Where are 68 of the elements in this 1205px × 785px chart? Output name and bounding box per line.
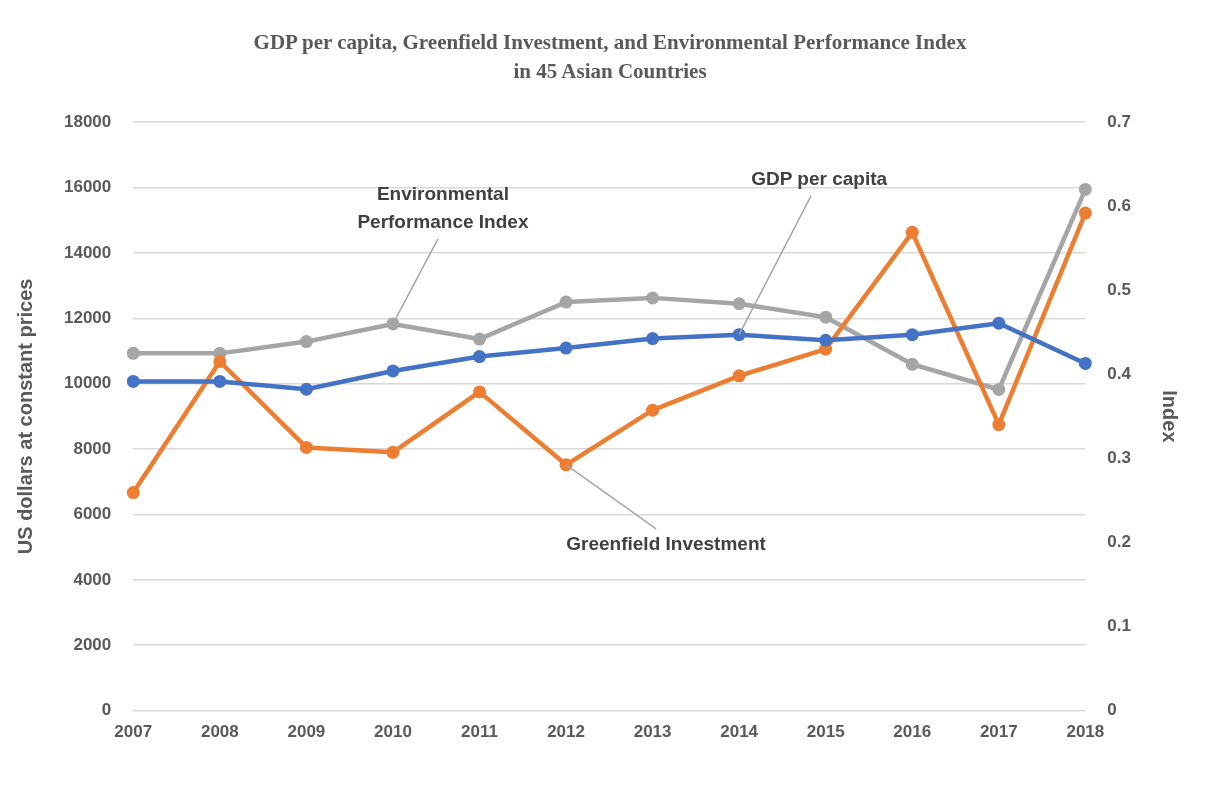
point [646, 291, 660, 305]
x-tick-label: 2016 [893, 722, 932, 742]
point [472, 385, 486, 399]
x-tick-label: 2018 [1066, 722, 1105, 742]
point [732, 369, 746, 383]
text: Greenfield Investment [566, 533, 767, 555]
y2-tick-label: 0.3 [1107, 448, 1132, 468]
point [819, 310, 833, 324]
point [299, 335, 313, 349]
y2-tick-label: 0.5 [1107, 280, 1132, 299]
x-tick-label: 2011 [461, 722, 498, 742]
point [213, 354, 227, 368]
point [905, 357, 919, 371]
x-tick-label: 2015 [806, 722, 845, 742]
y2-tick-label: 0.2 [1107, 532, 1132, 552]
y2-tick-label: 0.7 [1107, 111, 1132, 131]
y-tick-label: 8000 [73, 438, 112, 458]
x-tick-label: 2012 [547, 722, 585, 742]
y-tick-label: 4000 [73, 569, 112, 589]
point [126, 346, 140, 360]
point [646, 403, 660, 417]
point [299, 382, 313, 396]
y-tick-label: 10000 [63, 373, 112, 393]
point [299, 440, 313, 454]
y-tick-label: 12000 [63, 308, 112, 328]
x-tick-label: 2008 [200, 722, 239, 742]
x-tick-label: 2010 [374, 722, 412, 742]
x-tick-label: 2013 [633, 722, 672, 742]
point [472, 350, 486, 364]
point [126, 374, 140, 388]
point [992, 316, 1006, 330]
point [559, 295, 573, 309]
point [732, 328, 746, 342]
point [819, 333, 833, 347]
y-tick-label: 2000 [73, 634, 112, 654]
text: GDP per capita [751, 167, 888, 189]
point [386, 364, 400, 378]
point [905, 328, 919, 342]
y-tick-label: 18000 [63, 111, 112, 131]
y-tick-label: 16000 [63, 177, 112, 197]
y-tick-label: 14000 [63, 242, 112, 262]
point [1078, 356, 1092, 370]
point [386, 445, 400, 459]
y2-tick-label: 0.4 [1107, 364, 1132, 384]
y-tick-label: 0 [101, 700, 112, 720]
y-axis-title: US dollars at constant prices [13, 278, 36, 555]
point [905, 225, 919, 239]
y2-axis-title: Index [1159, 390, 1182, 443]
point [1078, 206, 1092, 220]
point [559, 341, 573, 355]
point [992, 383, 1006, 396]
point [732, 297, 746, 311]
x-tick-label: 2017 [979, 722, 1018, 742]
point [472, 332, 486, 346]
text: Environmental Performance Index [357, 183, 529, 233]
y-tick-label: 6000 [73, 504, 112, 524]
point [646, 332, 660, 346]
x-tick-label: 2007 [114, 722, 153, 742]
y2-tick-label: 0.6 [1107, 195, 1132, 215]
x-tick-label: 2014 [720, 722, 759, 742]
y2-tick-label: 0.1 [1107, 616, 1132, 636]
point [1078, 182, 1092, 196]
point [126, 486, 140, 500]
point [992, 418, 1006, 432]
point [213, 374, 227, 388]
chart-title: GDP per capita, Greenfield Investment, and Environmental Performance Index in 45 Asian Countries [252, 29, 968, 85]
x-tick-label: 2009 [287, 722, 326, 742]
y2-tick-label: 0 [1107, 700, 1117, 720]
